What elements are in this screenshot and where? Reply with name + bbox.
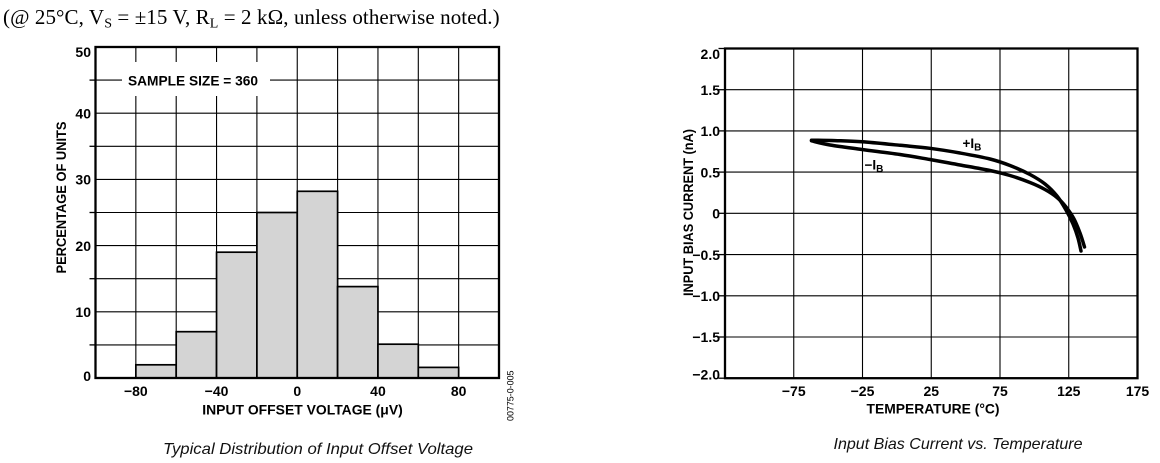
svg-text:0: 0 [293, 383, 301, 399]
svg-text:−1.0: −1.0 [692, 288, 720, 304]
svg-text:−1.5: −1.5 [692, 329, 720, 345]
svg-text:0: 0 [712, 206, 720, 222]
svg-text:PERCENTAGE OF UNITS: PERCENTAGE OF UNITS [53, 122, 69, 274]
svg-text:30: 30 [75, 172, 91, 188]
svg-text:SAMPLE SIZE = 360: SAMPLE SIZE = 360 [128, 73, 258, 89]
svg-text:10: 10 [75, 304, 91, 320]
svg-text:80: 80 [451, 383, 467, 399]
svg-text:INPUT OFFSET VOLTAGE (μV): INPUT OFFSET VOLTAGE (μV) [202, 402, 403, 418]
svg-text:40: 40 [75, 105, 91, 121]
svg-text:2.0: 2.0 [701, 46, 721, 62]
svg-text:175: 175 [1126, 383, 1150, 399]
svg-text:0.5: 0.5 [701, 164, 721, 180]
svg-text:1.0: 1.0 [701, 123, 721, 139]
svg-text:1.5: 1.5 [701, 82, 721, 98]
svg-text:75: 75 [992, 383, 1008, 399]
svg-text:−80: −80 [124, 383, 148, 399]
svg-text:(@ 25°C, VS = ±15 V, RL = 2 kΩ: (@ 25°C, VS = ±15 V, RL = 2 kΩ, unless o… [3, 5, 500, 31]
svg-text:TEMPERATURE (°C): TEMPERATURE (°C) [867, 401, 1000, 417]
svg-text:20: 20 [75, 238, 91, 254]
svg-text:0: 0 [83, 368, 91, 384]
svg-text:Typical Distribution of Input: Typical Distribution of Input Offset Vol… [163, 441, 473, 458]
svg-text:50: 50 [75, 44, 91, 60]
svg-text:25: 25 [923, 383, 939, 399]
svg-text:−2.0: −2.0 [692, 367, 720, 383]
svg-text:Input Bias Current vs. Tempera: Input Bias Current vs. Temperature [834, 436, 1083, 453]
svg-text:−25: −25 [851, 383, 875, 399]
svg-text:−75: −75 [782, 383, 806, 399]
svg-text:−0.5: −0.5 [692, 247, 720, 263]
svg-text:125: 125 [1057, 383, 1081, 399]
svg-text:−40: −40 [205, 383, 229, 399]
svg-text:40: 40 [370, 383, 386, 399]
svg-text:INPUT BIAS CURRENT (nA): INPUT BIAS CURRENT (nA) [680, 129, 696, 296]
svg-text:00775-0-005: 00775-0-005 [506, 371, 517, 422]
